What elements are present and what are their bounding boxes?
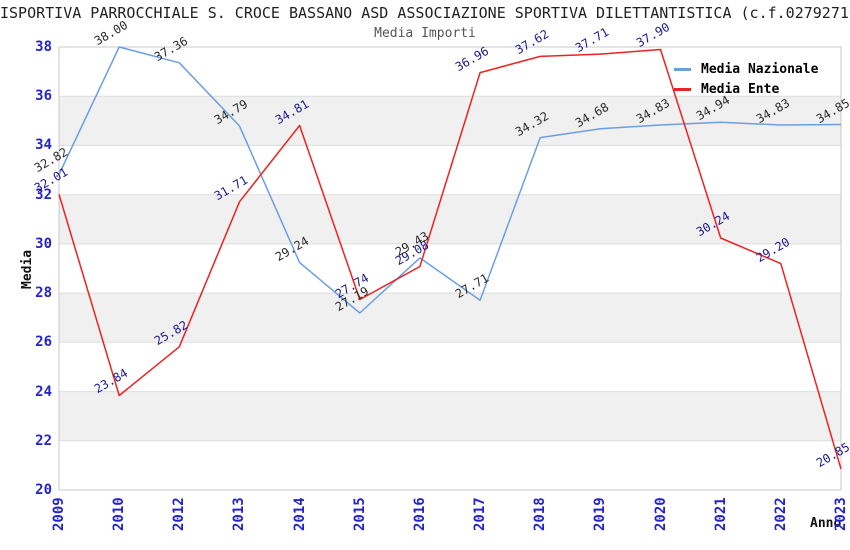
y-tick-label: 34 <box>35 137 52 154</box>
y-tick-label: 30 <box>35 235 52 252</box>
chart-title: ISPORTIVA PARROCCHIALE S. CROCE BASSANO … <box>0 4 850 22</box>
legend-label: Media Ente <box>701 81 780 97</box>
x-axis-label: Anno <box>810 516 842 531</box>
plot-band <box>59 293 841 343</box>
chart-subtitle: Media Importi <box>374 26 476 41</box>
x-tick-label: 2019 <box>592 497 609 531</box>
y-tick-label: 38 <box>35 39 52 55</box>
legend: Media Nazionale Media Ente <box>674 60 818 98</box>
x-tick-label: 2018 <box>532 497 549 531</box>
plot-band <box>59 96 841 146</box>
y-tick-label: 32 <box>35 186 52 203</box>
y-tick-label: 26 <box>35 334 52 351</box>
plot-band <box>59 391 841 441</box>
plot-border <box>58 46 842 491</box>
series-line-media-nazionale <box>58 46 842 314</box>
x-tick-label: 2012 <box>171 497 188 531</box>
legend-item-media-nazionale: Media Nazionale <box>674 60 818 78</box>
series-line-media-ente <box>58 48 842 470</box>
legend-item-media-ente: Media Ente <box>674 80 818 98</box>
x-tick-label: 2020 <box>652 497 669 531</box>
legend-swatch-red-line-icon <box>674 87 691 91</box>
x-tick-label: 2013 <box>231 497 248 531</box>
x-tick-label: 2014 <box>291 497 308 531</box>
x-tick-label: 2017 <box>472 497 489 531</box>
x-tick-label: 2010 <box>111 497 128 531</box>
legend-swatch-blue-line-icon <box>674 67 691 71</box>
plot-band <box>59 194 841 244</box>
x-tick-label: 2016 <box>411 497 428 531</box>
y-axis-label: Media <box>20 249 35 289</box>
legend-label: Media Nazionale <box>701 61 819 77</box>
x-tick-label: 2021 <box>712 497 729 531</box>
x-tick-label: 2022 <box>772 497 789 531</box>
y-tick-label: 24 <box>35 383 52 400</box>
x-tick-label: 2023 <box>833 497 849 531</box>
y-tick-label: 20 <box>35 482 52 498</box>
y-tick-label: 36 <box>35 88 52 105</box>
y-tick-label: 22 <box>35 432 52 449</box>
y-tick-label: 28 <box>35 285 52 302</box>
x-tick-label: 2015 <box>351 497 368 531</box>
x-tick-label: 2009 <box>51 497 67 531</box>
